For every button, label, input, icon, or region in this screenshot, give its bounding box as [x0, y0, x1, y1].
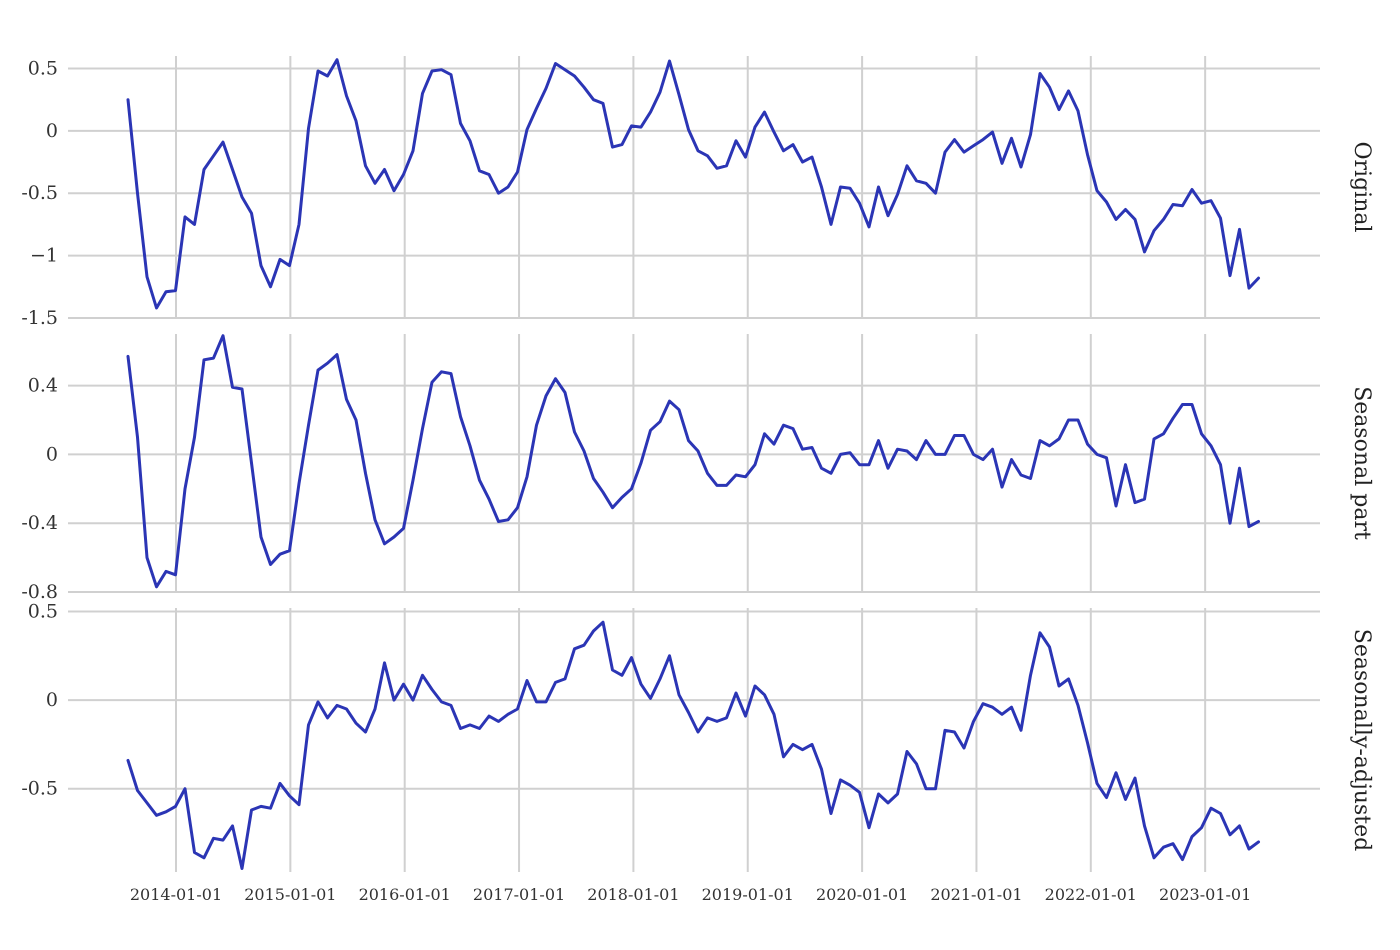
- x-tick-label: 2019-01-01: [702, 885, 794, 904]
- x-tick-label: 2022-01-01: [1045, 885, 1137, 904]
- panel-seasonal-part: 0.4 0 -0.4 -0.8 Seasonal part: [21, 334, 1374, 603]
- y-tick-label: 0.5: [28, 601, 58, 623]
- y-tick-label: 0.5: [28, 57, 58, 79]
- facet-label: Seasonal part: [1349, 386, 1374, 540]
- x-tick-label: 2023-01-01: [1159, 885, 1251, 904]
- y-tick-label: -0.5: [21, 778, 58, 800]
- x-tick-label: 2015-01-01: [244, 885, 336, 904]
- series-line: [126, 58, 1260, 310]
- y-tick-label: -0.8: [21, 581, 58, 603]
- facet-label: Original: [1349, 141, 1374, 232]
- x-axis-labels: 2014-01-01 2015-01-01 2016-01-01 2017-01-01…: [130, 885, 1251, 904]
- x-gridlines: [175, 56, 1207, 872]
- x-tick-label: 2021-01-01: [930, 885, 1022, 904]
- series-line: [126, 620, 1260, 870]
- x-tick-label: 2018-01-01: [587, 885, 679, 904]
- panel-original: 0.5 0 -0.5 −1 -1.5 Original: [21, 57, 1374, 329]
- y-tick-label: 0.4: [28, 375, 58, 397]
- x-tick-label: 2020-01-01: [816, 885, 908, 904]
- x-tick-label: 2014-01-01: [130, 885, 222, 904]
- y-tick-label: -0.5: [21, 182, 58, 204]
- y-tick-label: 0: [46, 120, 58, 142]
- x-tick-label: 2016-01-01: [359, 885, 451, 904]
- y-tick-label: 0: [46, 689, 58, 711]
- facet-label: Seasonally-adjusted: [1349, 629, 1374, 851]
- panel-seasonally-adjusted: 0.5 0 -0.5 Seasonally-adjusted: [21, 601, 1374, 870]
- y-tick-label: 0: [46, 443, 58, 465]
- series-line: [126, 334, 1260, 589]
- x-tick-label: 2017-01-01: [473, 885, 565, 904]
- y-tick-label: -1.5: [21, 307, 58, 329]
- y-tick-label: -0.4: [21, 512, 58, 534]
- y-tick-label: −1: [30, 245, 58, 267]
